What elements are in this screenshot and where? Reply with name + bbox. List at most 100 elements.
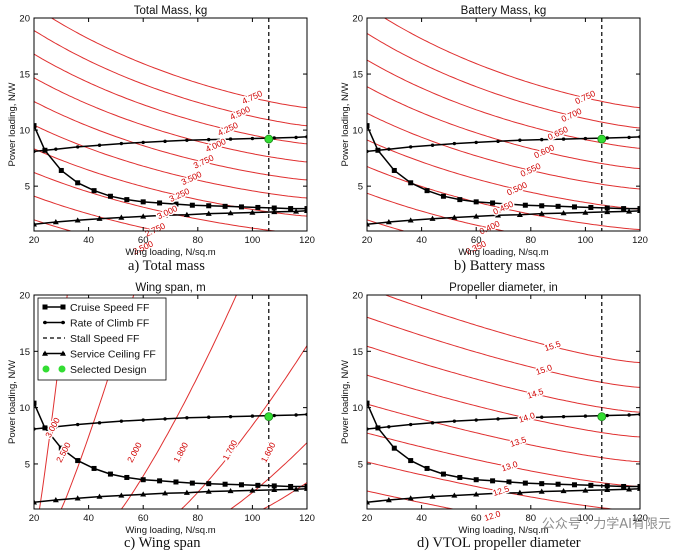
rate-of-climb-point — [294, 135, 298, 140]
x-tick-label: 60 — [138, 513, 149, 524]
rate-of-climb-point — [430, 143, 435, 147]
contour-label: 3.750 — [192, 152, 216, 170]
contour-line — [367, 139, 640, 210]
rate-of-climb-point — [583, 414, 588, 418]
contour-label: 2.500 — [54, 440, 73, 464]
cruise-speed-point — [490, 200, 496, 206]
y-axis-label: Power loading, N/W — [7, 360, 18, 444]
y-tick-label: 10 — [352, 403, 363, 414]
service-ceiling-point — [385, 219, 392, 225]
rate-of-climb-point — [163, 417, 167, 421]
cruise-speed-point — [304, 483, 307, 489]
contour-line — [34, 124, 307, 199]
service-ceiling-point — [304, 207, 307, 214]
contour-line — [367, 490, 456, 509]
service-ceiling-point — [34, 221, 37, 227]
cruise-speed-point — [173, 479, 179, 485]
cruise-speed-point — [140, 199, 146, 205]
legend-label: Stall Speed FF — [70, 333, 139, 345]
service-ceiling-point — [516, 211, 523, 217]
cruise-speed-point — [58, 445, 64, 451]
cruise-speed-point — [571, 482, 577, 488]
y-tick-label: 20 — [352, 291, 363, 302]
x-tick-label: 60 — [471, 235, 482, 246]
contour-label: 13.5 — [509, 434, 528, 449]
legend-marker — [42, 304, 48, 310]
rate-of-climb-point — [294, 413, 298, 417]
rate-of-climb-point — [408, 145, 413, 149]
contour-label: 0.550 — [519, 161, 543, 179]
cruise-speed-point — [255, 204, 261, 210]
service-ceiling-point — [183, 489, 190, 495]
cruise-speed-point — [457, 197, 463, 203]
figure-caption: a) Total mass — [128, 258, 205, 274]
cruise-speed-point — [408, 180, 414, 186]
service-ceiling-point — [451, 214, 458, 220]
contour-line — [34, 53, 307, 145]
contour-line — [367, 432, 640, 487]
cruise-speed-point — [555, 203, 561, 209]
contour-line — [367, 374, 640, 438]
cruise-speed-point — [506, 479, 512, 485]
rate-of-climb-point — [605, 136, 609, 140]
cruise-speed-point — [588, 204, 594, 210]
service-ceiling-point — [473, 491, 480, 497]
chart-title: Wing span, m — [135, 282, 205, 294]
contour-line — [384, 295, 640, 364]
rate-of-climb-point — [119, 419, 124, 423]
cruise-speed-point — [522, 480, 528, 486]
contour-label: 1.700 — [220, 438, 239, 462]
cruise-speed-point — [255, 482, 261, 488]
cruise-speed-point — [621, 206, 627, 212]
rate-of-climb-point — [496, 139, 500, 144]
rate-of-climb-point — [163, 139, 167, 144]
service-ceiling-point — [34, 499, 37, 505]
x-tick-label: 100 — [244, 513, 260, 524]
service-ceiling-point — [118, 214, 125, 220]
rate-of-climb-point — [250, 414, 255, 418]
cruise-speed-point — [440, 471, 446, 477]
service-ceiling-ffline — [367, 487, 640, 503]
x-axis-label: Wing loading, N/sq.m — [125, 247, 215, 258]
cruise-speed-point — [238, 482, 244, 488]
y-tick-label: 15 — [19, 70, 30, 81]
y-tick-label: 15 — [352, 70, 363, 81]
cruise-speed-point — [75, 458, 81, 464]
cruise-speed-point — [473, 199, 479, 205]
service-ceiling-point — [271, 486, 278, 493]
cruise-speed-point — [367, 400, 370, 406]
cruise-speed-ffline — [367, 402, 640, 488]
rate-of-climb-point — [452, 419, 457, 423]
plot-frame — [33, 294, 308, 510]
contour-label: 14.5 — [526, 386, 545, 401]
y-tick-label: 10 — [352, 126, 363, 137]
contour-line — [367, 403, 640, 463]
x-tick-label: 40 — [83, 235, 94, 246]
plot-area — [34, 18, 307, 231]
service-ceiling-ffline — [34, 487, 307, 503]
x-tick-label: 100 — [577, 235, 593, 246]
service-ceiling-point — [205, 210, 212, 216]
cruise-speed-point — [539, 203, 545, 209]
figure-caption: b) Battery mass — [454, 258, 545, 274]
x-tick-label: 80 — [526, 513, 537, 524]
rate-of-climb-point — [97, 421, 102, 425]
rate-of-climb-point — [561, 137, 566, 141]
service-ceiling-point — [626, 486, 633, 492]
service-ceiling-point — [604, 208, 611, 215]
contour-line — [34, 195, 162, 231]
service-ceiling-point — [140, 213, 147, 219]
plot-frame — [33, 17, 308, 232]
contour-line — [34, 148, 307, 217]
rate-of-climb-point — [250, 136, 255, 141]
cruise-speed-point — [91, 188, 97, 194]
rate-of-climb-point — [272, 413, 276, 418]
cruise-speed-point — [604, 483, 610, 489]
cruise-speed-point — [124, 197, 130, 203]
contour-label: 14.0 — [517, 410, 536, 425]
service-ceiling-point — [96, 493, 103, 499]
contour-label: 0.700 — [560, 106, 584, 124]
cruise-speed-point — [173, 201, 179, 207]
service-ceiling-point — [516, 489, 523, 495]
legend: Cruise Speed FF Rate of Climb FF Stall Spe… — [37, 297, 167, 381]
